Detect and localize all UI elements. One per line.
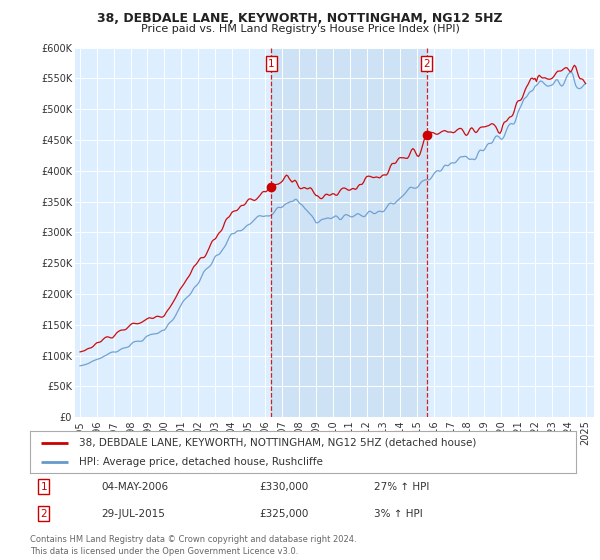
Text: 27% ↑ HPI: 27% ↑ HPI — [374, 482, 430, 492]
Text: 38, DEBDALE LANE, KEYWORTH, NOTTINGHAM, NG12 5HZ: 38, DEBDALE LANE, KEYWORTH, NOTTINGHAM, … — [97, 12, 503, 25]
Text: 1: 1 — [40, 482, 47, 492]
Bar — [271, 48, 427, 417]
Text: 04-MAY-2006: 04-MAY-2006 — [101, 482, 168, 492]
Text: 29-JUL-2015: 29-JUL-2015 — [101, 508, 165, 519]
Text: 1: 1 — [268, 59, 275, 69]
Text: £325,000: £325,000 — [259, 508, 308, 519]
Text: £330,000: £330,000 — [259, 482, 308, 492]
Text: 2: 2 — [40, 508, 47, 519]
Text: HPI: Average price, detached house, Rushcliffe: HPI: Average price, detached house, Rush… — [79, 457, 323, 467]
Text: 38, DEBDALE LANE, KEYWORTH, NOTTINGHAM, NG12 5HZ (detached house): 38, DEBDALE LANE, KEYWORTH, NOTTINGHAM, … — [79, 437, 476, 447]
Text: Price paid vs. HM Land Registry's House Price Index (HPI): Price paid vs. HM Land Registry's House … — [140, 24, 460, 34]
Text: 3% ↑ HPI: 3% ↑ HPI — [374, 508, 423, 519]
Text: 2: 2 — [424, 59, 430, 69]
Text: Contains HM Land Registry data © Crown copyright and database right 2024.
This d: Contains HM Land Registry data © Crown c… — [30, 535, 356, 556]
